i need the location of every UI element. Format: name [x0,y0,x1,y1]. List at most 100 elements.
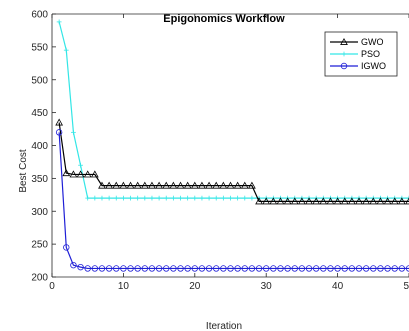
data-point-gwo [198,181,206,189]
y-tick-label: 300 [31,207,48,218]
x-tick-label: 30 [261,281,273,292]
data-point-igwo [405,265,409,272]
data-point-gwo [290,197,299,205]
data-point-gwo [283,197,292,205]
data-point-igwo [177,265,184,272]
legend-marker-gwo [340,37,348,45]
data-point-gwo [397,197,406,205]
data-point-igwo [77,263,84,271]
series-line-igwo [58,132,409,270]
y-tick-label: 450 [31,108,48,119]
data-point-gwo [305,197,313,205]
series-gwo [55,118,409,205]
data-point-gwo [355,197,363,205]
data-point-gwo [176,181,185,189]
data-point-igwo [370,265,377,272]
series-igwo [55,129,409,272]
data-point-pso [170,195,176,201]
data-point-gwo [298,197,306,205]
data-point-igwo [234,265,241,272]
data-point-pso [149,195,155,201]
data-point-pso [106,195,112,201]
data-point-gwo [83,170,92,178]
x-tick-label: 20 [189,281,201,292]
data-point-gwo [255,197,263,205]
data-point-pso [406,195,409,201]
data-point-igwo [334,265,341,272]
chart-title: Epigonomics Workflow [163,13,285,25]
data-point-gwo [276,197,285,205]
data-point-igwo [163,265,170,272]
data-point-igwo [105,265,113,272]
data-point-pso [128,195,133,201]
y-tick-label: 550 [31,42,48,53]
data-point-pso [121,195,126,201]
data-point-gwo [162,181,171,189]
data-point-gwo [90,170,99,178]
data-point-gwo [76,170,85,178]
data-point-igwo [248,265,256,272]
data-point-pso [235,195,241,201]
data-point-igwo [120,265,127,272]
data-point-gwo [233,181,242,189]
data-point-pso [178,195,183,201]
data-point-gwo [205,181,213,189]
data-point-gwo [105,181,113,189]
x-tick-label: 50 [403,281,409,292]
data-point-pso [63,47,69,53]
data-point-gwo [212,181,221,189]
data-point-gwo [262,197,271,205]
data-point-igwo [241,265,248,272]
data-point-igwo [298,265,306,272]
data-point-igwo [362,265,370,272]
y-tick-label: 200 [31,273,48,284]
data-point-pso [142,195,148,201]
data-point-igwo [270,265,277,272]
x-tick-label: 40 [332,281,344,292]
data-point-igwo [170,265,177,272]
data-point-gwo [98,181,106,189]
data-point-igwo [70,261,77,269]
data-point-gwo [390,197,399,205]
data-point-gwo [319,197,328,205]
data-point-igwo [291,265,298,272]
series-layer [55,19,409,272]
legend: GWO PSO IGWO [324,31,398,77]
data-point-gwo [240,181,249,189]
data-point-gwo [340,197,349,205]
data-point-pso [135,195,141,201]
y-axis-title: Best Cost [18,149,29,193]
data-point-pso [185,195,191,201]
legend-item-igwo: IGWO [330,61,386,71]
data-point-pso [113,195,119,201]
data-point-gwo [62,169,71,177]
data-point-igwo [127,265,134,272]
x-tick-label: 10 [118,281,130,292]
data-point-gwo [183,181,192,189]
data-point-igwo [205,265,213,272]
data-point-igwo [184,265,191,272]
data-point-pso [192,195,198,201]
data-point-gwo [226,181,235,189]
data-point-pso [92,195,98,201]
data-point-igwo [191,265,198,272]
x-axis-title: Iteration [206,321,242,331]
data-point-igwo [227,265,234,272]
data-point-igwo [391,265,398,272]
legend-label-pso: PSO [361,49,380,59]
axes: 0 10 20 30 40 50 200 250 300 350 400 450 500 550 600 [31,10,409,292]
data-point-igwo [327,265,334,272]
data-point-gwo [269,197,278,205]
data-point-igwo [377,265,384,272]
legend-marker-igwo [340,62,348,70]
data-point-pso [71,129,76,135]
y-tick-label: 500 [31,75,48,86]
y-tick-label: 350 [31,174,48,185]
legend-label-gwo: GWO [361,37,384,47]
data-point-igwo [213,265,220,272]
data-point-igwo [84,265,91,272]
data-point-pso [206,195,212,201]
data-point-igwo [341,265,348,272]
data-point-igwo [305,265,313,272]
